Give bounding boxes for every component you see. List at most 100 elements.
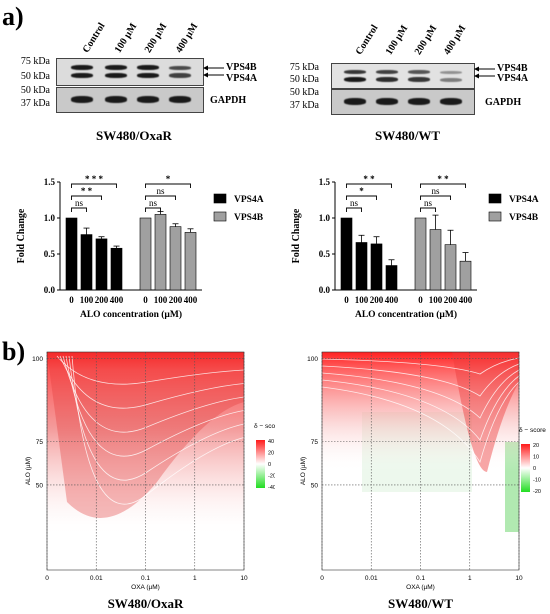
- bar-vps4a: [370, 243, 383, 291]
- y-tick-label: 75: [36, 439, 44, 446]
- band-label-vps4b: VPS4B: [497, 63, 528, 74]
- bar-vps4a: [65, 217, 78, 291]
- y-axis-label: Fold Change: [291, 208, 302, 263]
- significance-bracket: [346, 207, 362, 212]
- significance-label: * *: [437, 174, 449, 184]
- x-tick-label: 10: [515, 575, 523, 582]
- colorbar-tick-label: 20: [533, 443, 539, 449]
- bar-vps4b: [444, 244, 457, 291]
- significance-label: *: [359, 186, 364, 196]
- contour-line: [62, 355, 245, 433]
- band-label-vps4a: VPS4A: [226, 73, 258, 84]
- x-tick-label: 0: [418, 295, 423, 305]
- x-tick-label: 0.1: [416, 575, 425, 582]
- bar-vps4b: [154, 214, 167, 291]
- bar-vps4a: [355, 242, 368, 291]
- x-tick-label: 0: [143, 295, 148, 305]
- contour-line: [321, 381, 520, 463]
- panel-b-label: b): [2, 337, 26, 366]
- significance-label: * *: [363, 174, 375, 184]
- bar-vps4b: [459, 260, 472, 291]
- western-blot-oxar: Control 100 µM 200 µM 400 µM 75 kDa 50 k…: [0, 0, 270, 150]
- significance-bracket: [145, 195, 176, 200]
- x-tick-label: 400: [385, 295, 399, 305]
- significance-label: * *: [81, 186, 93, 196]
- contour-line: [59, 355, 245, 409]
- legend-label: VPS4B: [234, 213, 264, 223]
- x-tick-label: 0: [344, 295, 349, 305]
- y-tick-label: 50: [311, 482, 319, 489]
- significance-bracket: [346, 195, 377, 200]
- x-tick-label: 0.01: [90, 575, 103, 582]
- contour-line: [321, 375, 520, 441]
- band-arrows: [474, 66, 495, 79]
- x-tick-label: 0: [69, 295, 74, 305]
- x-tick-label: 10: [240, 575, 248, 582]
- marker-label: 75 kDa: [20, 56, 50, 67]
- x-tick-label: 400: [459, 295, 473, 305]
- bar-vps4a: [80, 234, 93, 291]
- x-tick-label: 0: [320, 575, 324, 582]
- colorbar: [521, 444, 530, 492]
- contour-line: [56, 355, 245, 385]
- bar-vps4b: [139, 217, 152, 291]
- blot-title-wt: SW480/WT: [375, 128, 441, 143]
- x-tick-label: 200: [444, 295, 458, 305]
- y-tick-label: 0.0: [319, 285, 331, 295]
- x-tick-label: 400: [110, 295, 124, 305]
- synergy-map-oxar: 0 0.01 0.1 1 10 50 75 100 OXA (µM) ALO (µM) δ − sc…: [25, 351, 275, 611]
- blot-gapdh-strip: [331, 89, 475, 115]
- y-tick-label: 100: [307, 356, 318, 363]
- significance-bracket: [420, 195, 451, 200]
- colorbar-tick-label: 0: [268, 462, 271, 468]
- legend-swatch: [213, 193, 227, 204]
- marker-label: 37 kDa: [20, 98, 50, 109]
- significance-bracket: [71, 183, 117, 188]
- synergy-peak: [452, 352, 519, 472]
- x-tick-label: 400: [184, 295, 198, 305]
- contour-line: [65, 355, 245, 457]
- x-tick-label: 0: [45, 575, 49, 582]
- x-axis-label: OXA (µM): [131, 584, 160, 591]
- colorbar-tick-label: 0: [533, 466, 536, 472]
- x-axis-label: OXA (µM): [406, 584, 435, 591]
- band-label-gapdh: GAPDH: [210, 95, 247, 106]
- significance-label: ns: [149, 198, 158, 208]
- western-blot-wt: Control 100 µM 200 µM 400 µM 75 kDa 50 k…: [275, 0, 550, 150]
- significance-bracket: [71, 195, 102, 200]
- bar-vps4b: [169, 226, 182, 291]
- legend-swatch: [488, 211, 502, 222]
- marker-label: 50 kDa: [20, 71, 50, 82]
- bar-vps4a: [95, 238, 108, 291]
- y-tick-label: 1.0: [319, 213, 331, 223]
- lane-label: 100 µM: [383, 23, 411, 57]
- x-tick-label: 100: [80, 295, 94, 305]
- x-axis-label: ALO concentration (µM): [355, 309, 457, 320]
- plot-frame: [321, 351, 520, 571]
- blot-gapdh-strip: [56, 87, 204, 113]
- heatmap-title: SW480/WT: [388, 596, 453, 611]
- colorbar-tick-label: 10: [533, 455, 539, 461]
- colorbar-tick-label: 40: [268, 439, 274, 445]
- legend-label: VPS4A: [234, 195, 264, 205]
- bar-vps4b: [184, 232, 197, 291]
- band-label-vps4a: VPS4A: [497, 73, 529, 84]
- contour-line: [321, 363, 520, 397]
- significance-label: * * *: [85, 174, 104, 184]
- plot-frame: [46, 351, 245, 571]
- bar-vps4b: [414, 217, 427, 291]
- blot-vps4-strip: [331, 63, 475, 89]
- bar-vps4a: [385, 265, 398, 291]
- y-tick-label: 0.5: [319, 249, 331, 259]
- significance-label: ns: [156, 186, 165, 196]
- legend-title: δ − score: [254, 423, 275, 430]
- lane-label: 400 µM: [173, 21, 201, 55]
- marker-label: 50 kDa: [289, 87, 319, 98]
- marker-label: 50 kDa: [20, 85, 50, 96]
- y-tick-label: 0.5: [44, 249, 56, 259]
- y-axis-label: Fold Change: [16, 208, 27, 263]
- lane-label: 200 µM: [142, 21, 170, 55]
- significance-bracket: [420, 207, 436, 212]
- x-tick-label: 200: [370, 295, 384, 305]
